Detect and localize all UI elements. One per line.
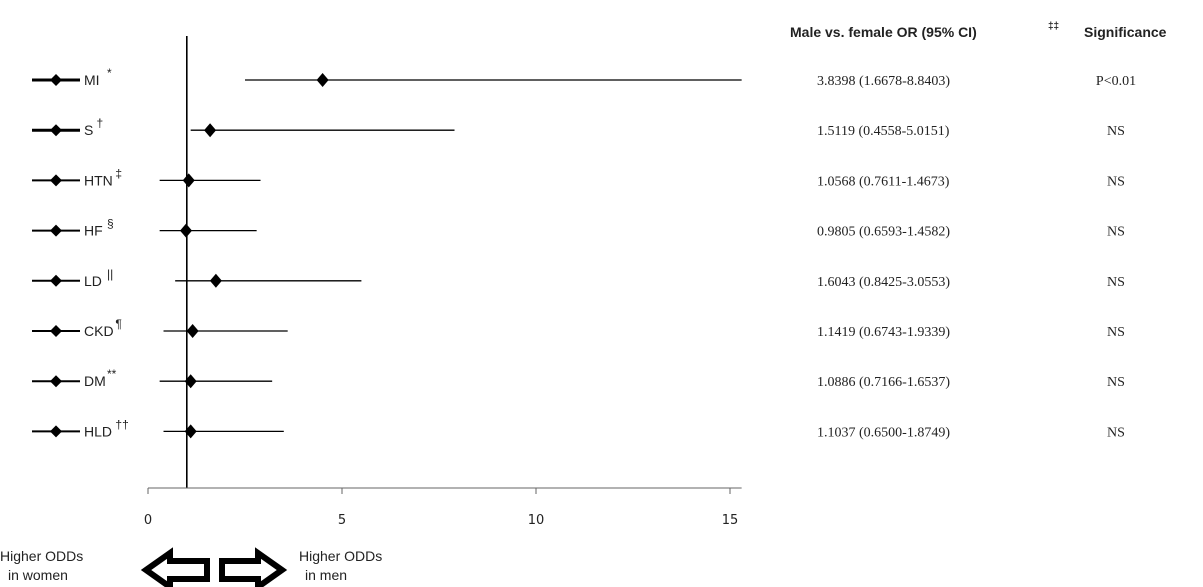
row-label-symbol: * (107, 66, 112, 80)
odds-ratio-point (316, 73, 329, 87)
legend-marker-diamond (50, 274, 62, 287)
row-label: LD (84, 273, 102, 289)
odds-ratio-point (182, 173, 195, 188)
x-tick-label: 0 (144, 513, 152, 528)
x-tick-label: 10 (528, 513, 545, 528)
estimate-value: 1.1419 (0.6743-1.9339) (817, 325, 950, 340)
row-htn: HTN ‡ 1.0568 (0.7611-1.4673) NS (32, 166, 1125, 189)
row-label-symbol: || (107, 267, 113, 281)
legend-marker-diamond (50, 325, 62, 337)
estimate-value: 1.1037 (0.6500-1.8749) (817, 425, 950, 440)
x-tick-label: 5 (338, 513, 346, 528)
row-label: S (84, 122, 93, 138)
estimate-value: 0.9805 (0.6593-1.4582) (817, 225, 950, 240)
estimate-value: 1.0886 (0.7166-1.6537) (817, 375, 950, 390)
row-label-symbol: † (97, 116, 104, 130)
row-hf: HF § 0.9805 (0.6593-1.4582) NS (32, 217, 1125, 240)
row-label-symbol: § (107, 217, 114, 231)
row-label-symbol: †† (115, 417, 128, 431)
estimate-value: 1.0568 (0.7611-1.4673) (817, 174, 950, 189)
significance-column-header: Significance (1084, 24, 1167, 40)
odds-ratio-point (209, 273, 222, 288)
row-dm: DM ** 1.0886 (0.7166-1.6537) NS (32, 367, 1125, 390)
row-hld: HLD †† 1.1037 (0.6500-1.8749) NS (32, 417, 1125, 440)
men-direction-label-line1: Higher ODDs (299, 548, 382, 564)
estimate-value: 3.8398 (1.6678-8.8403) (817, 74, 950, 89)
x-axis: 0 5 10 15 (144, 487, 742, 528)
row-label: CKD (84, 323, 114, 339)
row-label-symbol: ¶ (115, 317, 121, 331)
estimate-value: 1.6043 (0.8425-3.0553) (817, 275, 950, 290)
legend-marker-diamond (50, 224, 62, 237)
significance-value: NS (1107, 275, 1125, 290)
significance-value: NS (1107, 174, 1125, 189)
right-arrow-icon (219, 547, 288, 587)
legend-marker-diamond (50, 124, 62, 137)
significance-value: NS (1107, 375, 1125, 390)
estimate-column-header: Male vs. female OR (95% CI) (790, 24, 977, 40)
significance-value: NS (1107, 225, 1125, 240)
legend-marker-diamond (50, 174, 62, 187)
row-label-symbol: ** (107, 367, 117, 381)
odds-ratio-point (204, 123, 217, 138)
significance-value: NS (1107, 425, 1125, 440)
left-arrow-icon (140, 547, 210, 587)
odds-ratio-point (186, 324, 199, 338)
odds-ratio-point (184, 374, 197, 389)
row-mi: MI * 3.8398 (1.6678-8.8403) P<0.01 (32, 66, 1136, 89)
row-label: DM (84, 373, 106, 389)
row-ckd: CKD ¶ 1.1419 (0.6743-1.9339) NS (32, 317, 1125, 340)
men-direction-label-line2: in men (305, 567, 347, 583)
legend-marker-diamond (50, 375, 62, 388)
estimate-value: 1.5119 (0.4558-5.0151) (817, 124, 950, 139)
rows-layer: MI * 3.8398 (1.6678-8.8403) P<0.01 S † 1.5119 … (32, 36, 1136, 488)
x-tick-label: 15 (722, 513, 739, 528)
row-ld: LD || 1.6043 (0.8425-3.0553) NS (32, 267, 1125, 290)
row-label-symbol: ‡ (115, 166, 122, 180)
significance-value: NS (1107, 325, 1125, 340)
women-direction-label-line2: in women (8, 567, 68, 583)
significance-value: P<0.01 (1096, 74, 1136, 89)
row-label: MI (84, 72, 100, 88)
estimate-column-header-sup: ‡‡ (1048, 21, 1059, 32)
legend-marker-diamond (50, 425, 62, 438)
odds-ratio-point (184, 424, 197, 439)
row-label: HLD (84, 423, 112, 439)
row-label: HF (84, 223, 103, 239)
row-label: HTN (84, 172, 113, 188)
significance-value: NS (1107, 124, 1125, 139)
women-direction-label-line1: Higher ODDs (0, 548, 83, 564)
legend-marker-diamond (50, 74, 62, 86)
row-s: S † 1.5119 (0.4558-5.0151) NS (32, 116, 1125, 139)
odds-ratio-point (180, 223, 193, 238)
